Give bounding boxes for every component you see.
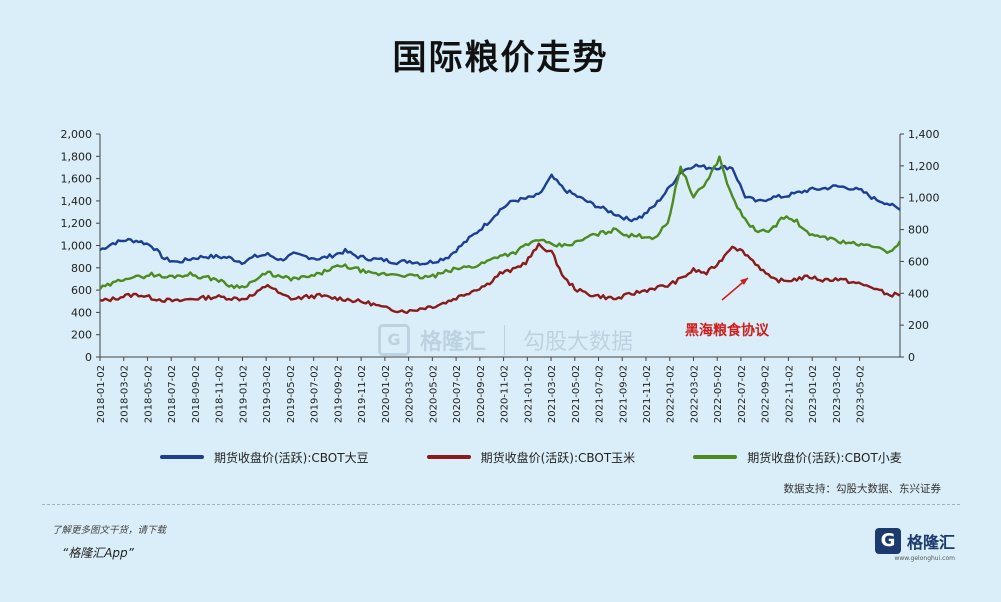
x-tick-label: 2019-05-02 — [286, 365, 297, 423]
series-line-2 — [99, 155, 902, 290]
legend-item-wheat: 期货收盘价(活跃):CBOT小麦 — [693, 446, 902, 468]
chart-title: 国际粮价走势 — [392, 38, 609, 78]
x-tick-label: 2021-03-02 — [547, 365, 558, 423]
legend-swatch-soy — [160, 455, 204, 459]
line-chart: 0 200 400 600 800 1,000 1,200 1,400 1,600 1,800 2,… — [61, 128, 940, 423]
annotation-arrow-icon — [721, 277, 749, 301]
y-right-tick-label: 200 — [908, 319, 929, 332]
x-tick-label: 2018-01-02 — [96, 365, 107, 423]
x-tick-label: 2022-01-02 — [666, 365, 677, 423]
footer-app-name: “格隆汇App” — [62, 546, 134, 560]
x-tick-label: 2022-07-02 — [737, 365, 748, 423]
brand-logo: G 格隆汇 www.gelonghui.com — [874, 528, 955, 562]
footer-divider — [42, 504, 960, 505]
x-tick-label: 2023-03-02 — [832, 365, 843, 423]
legend-item-corn: 期货收盘价(活跃):CBOT玉米 — [426, 446, 636, 468]
y-left-tick-label: 1,000 — [61, 240, 93, 253]
chart-legend: 期货收盘价(活跃):CBOT大豆 期货收盘价(活跃):CBOT玉米 期货收盘价(… — [160, 446, 920, 468]
x-tick-label: 2018-05-02 — [143, 365, 154, 423]
x-tick-label: 2018-11-02 — [215, 365, 226, 423]
y-right-tick-label: 0 — [908, 351, 915, 364]
watermark-logo-icon: G — [378, 324, 410, 356]
y-left-tick-label: 1,400 — [61, 195, 93, 208]
x-tick-label: 2021-09-02 — [618, 365, 629, 423]
x-tick-label: 2021-01-02 — [523, 365, 534, 423]
x-tick-label: 2022-05-02 — [713, 365, 724, 423]
series-line-1 — [99, 242, 901, 314]
x-tick-label: 2023-01-02 — [808, 365, 819, 423]
watermark: G 格隆汇 勾股大数据 — [378, 324, 633, 356]
x-tick-label: 2020-05-02 — [428, 365, 439, 423]
brand-url: www.gelonghui.com — [894, 555, 955, 562]
x-tick-label: 2021-11-02 — [642, 365, 653, 423]
y-right-tick-label: 600 — [908, 255, 929, 268]
y-left-tick-label: 0 — [85, 351, 92, 364]
x-tick-label: 2020-07-02 — [452, 365, 463, 423]
watermark-brand: 格隆汇 — [420, 330, 487, 355]
y-left-tick-label: 600 — [71, 284, 92, 297]
brand-name: 格隆汇 — [906, 533, 955, 552]
x-tick-label: 2021-05-02 — [571, 365, 582, 423]
y-right-tick-label: 400 — [908, 287, 929, 300]
x-tick-label: 2019-07-02 — [310, 365, 321, 423]
chart-annotation: 黑海粮食协议 — [685, 323, 769, 339]
y-right-tick-label: 1,000 — [908, 192, 940, 205]
x-tick-label: 2022-09-02 — [761, 365, 772, 423]
y-left-tick-label: 1,600 — [61, 173, 93, 186]
legend-label-wheat: 期货收盘价(活跃):CBOT小麦 — [747, 450, 902, 465]
y-right-tick-label: 1,400 — [908, 128, 940, 141]
x-tick-label: 2020-09-02 — [476, 365, 487, 423]
x-tick-label: 2018-07-02 — [167, 365, 178, 423]
y-right-tick-label: 1,200 — [908, 160, 940, 173]
x-tick-label: 2019-01-02 — [238, 365, 249, 423]
x-tick-label: 2019-03-02 — [262, 365, 273, 423]
chart-axes — [96, 133, 904, 361]
x-tick-label: 2022-11-02 — [784, 365, 795, 423]
x-tick-label: 2023-05-02 — [856, 365, 867, 423]
y-left-tick-label: 800 — [71, 262, 92, 275]
data-source: 数据支持：勾股大数据、东兴证券 — [783, 483, 942, 495]
y-left-tick-label: 1,800 — [61, 150, 93, 163]
y-left-tick-label: 200 — [71, 329, 92, 342]
watermark-partner: 勾股大数据 — [523, 330, 634, 355]
legend-item-soy: 期货收盘价(活跃):CBOT大豆 — [160, 446, 369, 468]
x-tick-label: 2022-03-02 — [689, 365, 700, 423]
y-left-tick-label: 2,000 — [61, 128, 93, 141]
y-right-tick-label: 800 — [908, 224, 929, 237]
x-tick-label: 2021-07-02 — [595, 365, 606, 423]
legend-swatch-wheat — [693, 455, 738, 459]
legend-label-soy: 期货收盘价(活跃):CBOT大豆 — [214, 450, 369, 465]
x-tick-label: 2018-03-02 — [120, 365, 131, 423]
legend-swatch-corn — [426, 455, 471, 459]
brand-logo-icon: G — [874, 528, 901, 554]
y-left-tick-label: 1,200 — [61, 217, 93, 230]
x-tick-label: 2019-11-02 — [357, 365, 368, 423]
y-left-tick-label: 400 — [71, 306, 92, 319]
x-tick-label: 2020-03-02 — [405, 365, 416, 423]
watermark-separator — [504, 325, 506, 355]
legend-label-corn: 期货收盘价(活跃):CBOT玉米 — [480, 450, 636, 465]
x-tick-label: 2020-11-02 — [500, 365, 511, 423]
chart-tick-labels: 0 200 400 600 800 1,000 1,200 1,400 1,600 1,800 2,… — [61, 128, 940, 423]
x-tick-label: 2020-01-02 — [381, 365, 392, 423]
footer-note: 了解更多图文干货，请下载 — [52, 525, 167, 536]
x-tick-label: 2018-09-02 — [191, 365, 202, 423]
x-tick-label: 2019-09-02 — [333, 365, 344, 423]
series-line-0 — [99, 163, 901, 266]
chart-series — [99, 155, 902, 314]
